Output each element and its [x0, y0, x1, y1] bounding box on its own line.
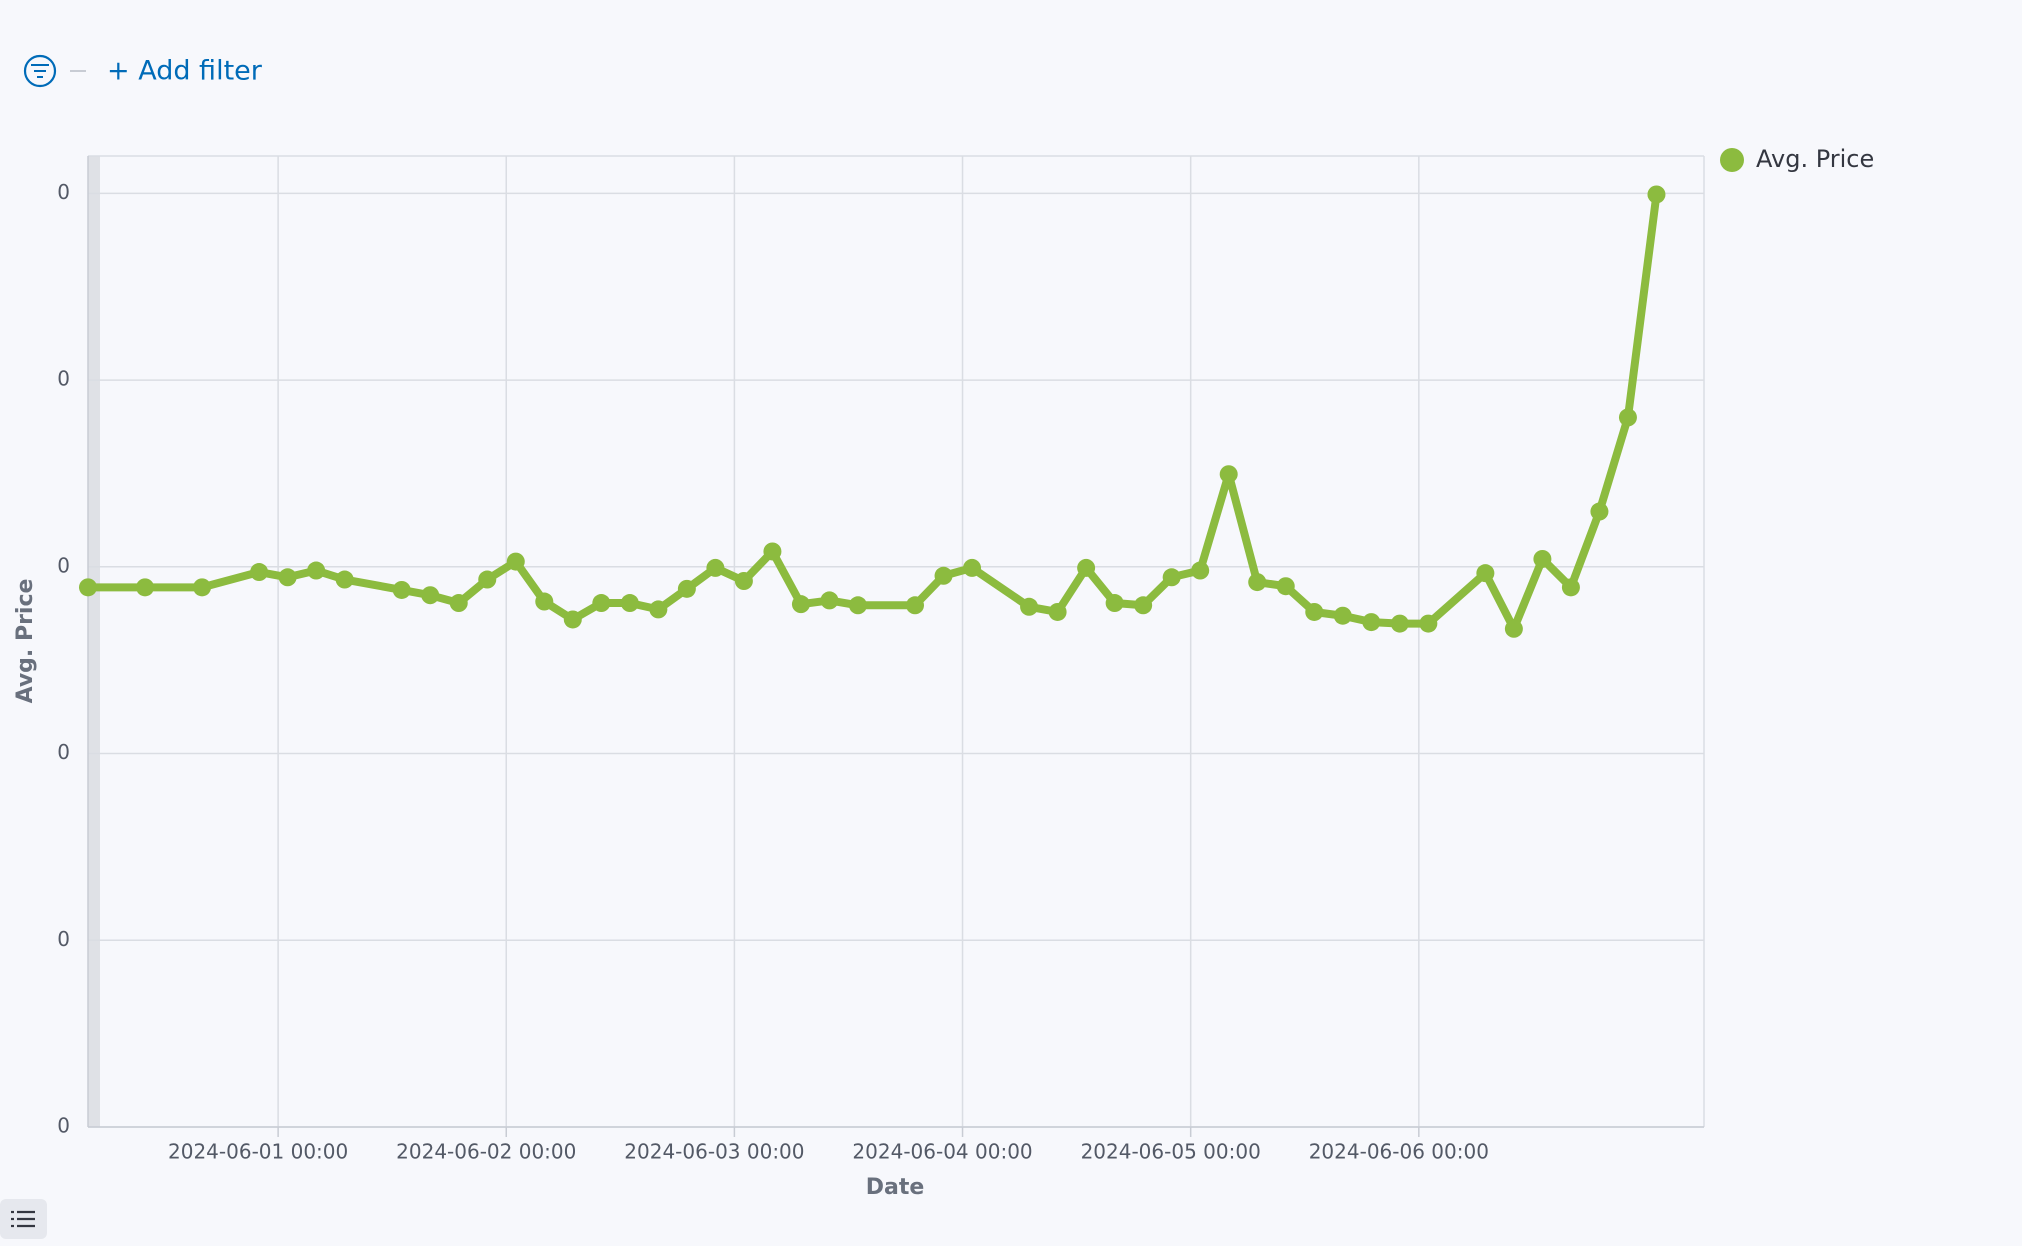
point [963, 558, 982, 577]
point [335, 570, 354, 589]
point [649, 600, 668, 619]
point [677, 579, 696, 598]
x-tick-label: 2024-06-01 00:00 [168, 1140, 348, 1164]
point [1134, 596, 1153, 615]
line [88, 193, 1661, 633]
point [1077, 558, 1096, 577]
point [449, 594, 468, 613]
point [1219, 465, 1238, 484]
point [1048, 602, 1067, 621]
x-tick-label: 2024-06-05 00:00 [1081, 1140, 1261, 1164]
y-tick-label: 0 [57, 1114, 70, 1138]
brush-edge [88, 156, 100, 1127]
point [1276, 577, 1295, 596]
point [734, 571, 753, 590]
point [535, 592, 554, 611]
point [1105, 594, 1124, 613]
point [1191, 561, 1210, 580]
point [706, 558, 725, 577]
point [1647, 185, 1666, 204]
y-tick-label: 0 [57, 740, 70, 764]
filter-icon[interactable] [23, 54, 57, 88]
point [620, 594, 639, 613]
x-tick-label: 2024-06-02 00:00 [396, 1140, 576, 1164]
point [1476, 564, 1495, 583]
point [906, 596, 925, 615]
point [791, 595, 810, 614]
point [307, 561, 326, 580]
point [1020, 597, 1039, 616]
point [820, 591, 839, 610]
point [79, 578, 97, 597]
point [1333, 606, 1352, 625]
point [278, 568, 297, 587]
point [1618, 408, 1637, 427]
point [848, 596, 867, 615]
point [478, 570, 497, 589]
point [421, 586, 440, 605]
x-axis-title: Date [866, 1175, 925, 1200]
point [1419, 614, 1438, 633]
point [1504, 619, 1523, 638]
point [250, 563, 269, 582]
point [1590, 502, 1609, 521]
point [1390, 614, 1409, 633]
point [1561, 578, 1580, 597]
point [592, 594, 611, 613]
point [763, 542, 782, 561]
point [506, 552, 525, 571]
point [1362, 613, 1381, 632]
list-icon [11, 1210, 35, 1228]
y-tick-label: 0 [57, 927, 70, 951]
legend-swatch [1720, 148, 1744, 172]
x-tick-label: 2024-06-03 00:00 [624, 1140, 804, 1164]
point [136, 578, 155, 597]
y-axis-title: Avg. Price [13, 579, 38, 704]
point [1533, 549, 1552, 568]
x-tick-label: 2024-06-06 00:00 [1309, 1140, 1489, 1164]
point [934, 566, 953, 585]
y-tick-label: 0 [57, 367, 70, 391]
point [1248, 573, 1267, 592]
x-tick-label: 2024-06-04 00:00 [852, 1140, 1032, 1164]
point [563, 610, 582, 629]
point [193, 578, 212, 597]
point [1162, 568, 1181, 587]
point [392, 580, 411, 599]
legend-label[interactable]: Avg. Price [1756, 145, 1874, 173]
point [1305, 602, 1324, 621]
add-filter[interactable]: + Add filter [107, 56, 263, 87]
y-tick-label: 0 [57, 180, 70, 204]
y-tick-label: 0 [57, 553, 70, 577]
